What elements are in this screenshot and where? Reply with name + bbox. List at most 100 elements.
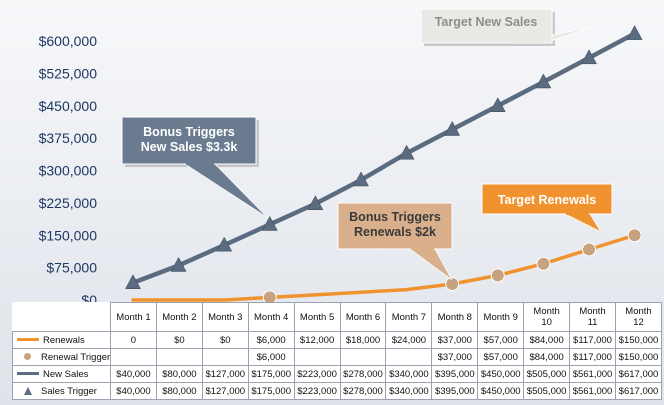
legend-key-icon: [24, 386, 32, 395]
table-row: Sales Trigger $40,000 $80,000 $127,000 $175,…: [12, 382, 663, 400]
table-cell: $278,000: [339, 382, 387, 400]
table-month-header: Month 9: [477, 302, 525, 332]
legend-key-icon: [17, 338, 39, 342]
sales-trigger-point: [535, 73, 552, 89]
table-cell: $150,000: [614, 331, 663, 349]
legend-key-icon: [24, 353, 31, 361]
table-cell: $175,000: [247, 365, 295, 383]
table-cell: $278,000: [339, 365, 387, 383]
sales-trigger-point: [353, 171, 369, 187]
callout-2: Bonus Triggers New Sales $3.3k: [121, 116, 269, 219]
series-name: New Sales: [43, 368, 89, 380]
table-cell: [339, 348, 387, 366]
table-month-header: Month 10: [523, 302, 571, 332]
data-table: Month 1 Month 2 Month 3 Month 4 Month 5 Month…: [12, 302, 663, 400]
table-month-header: Month 4: [247, 302, 295, 332]
table-month-header: Month 12: [614, 302, 663, 332]
table-cell: $561,000: [569, 382, 616, 400]
series-line-new-sales: [130, 31, 637, 285]
sales-trigger-point: [444, 120, 461, 136]
series-name-cell: Renewals: [12, 331, 111, 349]
callout-text: Target Renewals: [498, 193, 596, 207]
table-row: Renewals 0 $0 $0 $6,000 $12,000 $18,000 $24,000…: [12, 331, 663, 349]
table-row: New Sales $40,000 $80,000 $127,000 $175,000 $…: [12, 365, 663, 383]
table-cell: $505,000: [523, 365, 571, 383]
series-name-cell: Renewal Trigger: [12, 348, 111, 366]
table-cell: $450,000: [477, 365, 525, 383]
callout-text: Bonus Triggers New Sales $3.3k: [141, 125, 238, 154]
renewal-trigger-point: [536, 256, 551, 271]
markers-layer: [125, 25, 643, 305]
table-cell: $84,000: [523, 331, 571, 349]
table-cell: $617,000: [614, 382, 663, 400]
table-cell: $80,000: [155, 382, 203, 400]
table-cell: $57,000: [477, 348, 525, 366]
table-cell: [155, 348, 203, 366]
series-name-cell: New Sales: [12, 365, 111, 383]
table-month-header: Month 6: [339, 302, 387, 332]
table-month-header: Month 2: [155, 302, 203, 332]
callout-text: Bonus Triggers Renewals $2k: [349, 210, 441, 239]
sales-trigger-point: [307, 195, 324, 210]
series-name-cell: Sales Trigger: [12, 382, 111, 400]
series-layer: [130, 31, 637, 302]
renewal-trigger-point: [445, 277, 460, 292]
table-cell: $6,000: [247, 348, 295, 366]
table-cell: $0: [201, 331, 249, 349]
table-month-header: Month 11: [569, 302, 616, 332]
table-cell: 0: [110, 331, 157, 349]
table-cell: $37,000: [431, 348, 479, 366]
table-cell: $57,000: [477, 331, 525, 349]
sales-trigger-point: [581, 49, 597, 65]
table-cell: $223,000: [293, 365, 341, 383]
series-line-renewals: [131, 233, 637, 302]
table-cell: $37,000: [431, 331, 479, 349]
table-cell: $117,000: [569, 331, 616, 349]
series-name: Renewal Trigger: [41, 351, 111, 363]
callout-4: Bonus Triggers Renewals $2k: [337, 202, 453, 281]
series-name: Sales Trigger: [41, 385, 97, 397]
table-month-header: Month 1: [110, 302, 157, 332]
table-cell: $395,000: [431, 382, 479, 400]
table-cell: $127,000: [201, 382, 249, 400]
table-cell: $18,000: [339, 331, 387, 349]
y-tick-label: $225,000: [39, 195, 98, 211]
sales-trigger-point: [216, 236, 233, 252]
table-cell: $340,000: [385, 382, 433, 400]
table-cell: [293, 348, 341, 366]
table-cell: $561,000: [569, 365, 616, 383]
y-tick-label: $150,000: [39, 227, 98, 243]
table-month-header: Month 8: [431, 302, 479, 332]
table-cell: [385, 348, 433, 366]
legend-key-icon: [17, 372, 39, 376]
table-cell: [110, 348, 157, 366]
sales-trigger-point: [489, 97, 506, 112]
table-cell: [201, 348, 249, 366]
table-cell: $395,000: [431, 365, 479, 383]
table-cell: $175,000: [247, 382, 295, 400]
sales-trigger-point: [170, 256, 187, 272]
sales-trigger-point: [125, 274, 141, 289]
table-cell: $6,000: [247, 331, 295, 349]
table-cell: $24,000: [385, 331, 433, 349]
sales-trigger-point: [626, 25, 643, 40]
callout-3: Target Renewals: [481, 183, 613, 234]
table-month-header: Month 3: [201, 302, 249, 332]
table-row: Renewal Trigger $6,000 $37,000 $57,000 $84,0…: [12, 348, 663, 366]
table-cell: $150,000: [614, 348, 663, 366]
table-cell: $223,000: [293, 382, 341, 400]
table-cell: $117,000: [569, 348, 616, 366]
table-cell: $617,000: [614, 365, 663, 383]
table-cell: $84,000: [523, 348, 571, 366]
y-tick-label: $300,000: [39, 163, 98, 179]
renewal-trigger-point: [490, 268, 505, 283]
y-tick-label: $450,000: [39, 98, 98, 114]
table-cell: $127,000: [201, 365, 249, 383]
table-cell: $450,000: [477, 382, 525, 400]
table-cell: $340,000: [385, 365, 433, 383]
y-axis: $0$75,000$150,000$225,000$300,000$375,00…: [39, 33, 98, 308]
callout-text: Target New Sales: [435, 15, 538, 29]
table-cell: $505,000: [523, 382, 571, 400]
table-cell: $40,000: [110, 365, 157, 383]
